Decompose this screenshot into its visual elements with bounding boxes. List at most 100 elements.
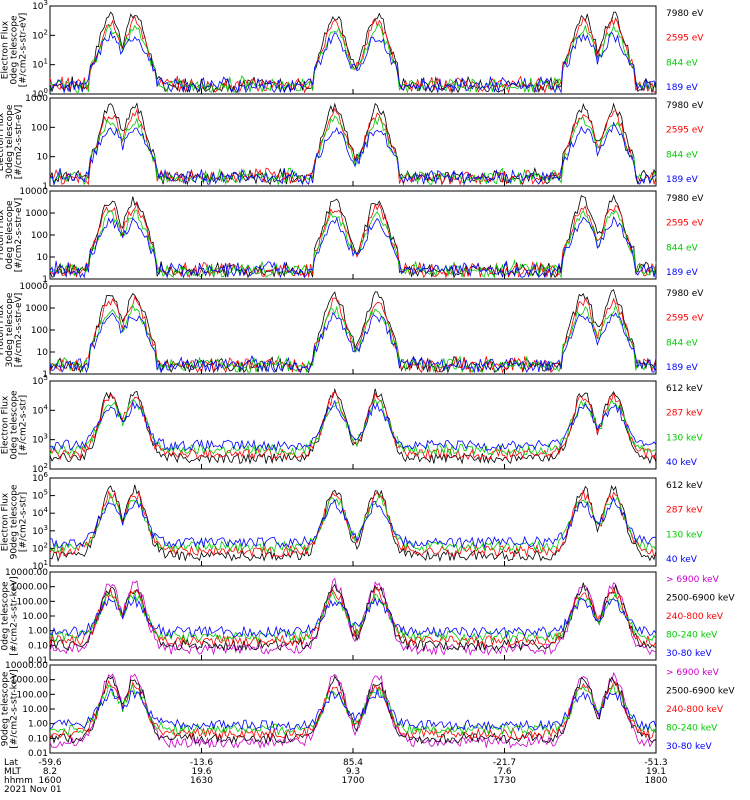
y-tick-label: 10.00 bbox=[22, 612, 48, 622]
series-trace bbox=[49, 295, 657, 374]
x-tick-label: 1600 bbox=[39, 776, 62, 786]
y-tick-label: 0.10 bbox=[28, 734, 48, 744]
series-trace bbox=[49, 577, 656, 657]
legend-entry: 130 keV bbox=[666, 433, 703, 443]
series-trace bbox=[49, 16, 657, 94]
series-trace bbox=[49, 496, 657, 549]
y-tick-label: 100.00 bbox=[17, 690, 49, 700]
x-tick-label: 7.6 bbox=[497, 767, 512, 777]
series-trace bbox=[49, 595, 657, 639]
legend-entry: 844 eV bbox=[666, 58, 699, 68]
series-trace bbox=[49, 391, 657, 461]
y-tick-label: 104 bbox=[32, 506, 48, 519]
legend-entry: 2500-6900 keV bbox=[666, 687, 735, 697]
y-tick-label: 103 bbox=[32, 433, 48, 446]
y-axis-label: Proton Flux30deg telescope[#/cm2-s-str-e… bbox=[0, 292, 24, 367]
y-tick-label: 1 bbox=[42, 182, 48, 192]
legend-entry: 2500-6900 keV bbox=[666, 594, 735, 604]
y-tick-label: 102 bbox=[32, 541, 48, 554]
x-tick-label: 9.3 bbox=[346, 767, 360, 777]
x-tick-label: -59.6 bbox=[38, 758, 62, 768]
legend-entry: 2595 eV bbox=[666, 126, 704, 136]
y-tick-label: 10000 bbox=[19, 282, 48, 292]
panel-frame bbox=[49, 571, 657, 661]
series-trace bbox=[49, 582, 657, 652]
y-axis-label: Electron Flux30deg telescope[#/cm2-s-str… bbox=[0, 104, 24, 179]
series-trace bbox=[49, 680, 657, 740]
panel-frame bbox=[49, 5, 657, 95]
panel-7: 0.01 0.10 1.00 10.00 100.00 1000.00 10000.000d… bbox=[1, 568, 736, 666]
legend-entry: 30-80 keV bbox=[666, 649, 712, 659]
y-tick-label: 104 bbox=[32, 403, 48, 416]
x-tick-label: 19.6 bbox=[191, 767, 211, 777]
legend-entry: 7980 eV bbox=[666, 289, 704, 299]
legend-entry: 287 keV bbox=[666, 409, 703, 419]
y-tick-label: 10000.00 bbox=[5, 568, 48, 578]
y-tick-label: 10 bbox=[37, 253, 49, 263]
y-tick-label: 105 bbox=[32, 489, 48, 502]
series-trace bbox=[49, 209, 657, 279]
panel-6: 101102103104105106MEPEDElectron Flux90de… bbox=[0, 471, 703, 572]
x-tick-label: 1730 bbox=[493, 776, 516, 786]
series-trace bbox=[49, 216, 657, 279]
y-tick-label: 1000.00 bbox=[11, 583, 48, 593]
y-tick-label: 1.00 bbox=[28, 627, 48, 637]
series-trace bbox=[49, 11, 657, 94]
y-tick-label: 1000 bbox=[25, 94, 48, 104]
series-trace bbox=[49, 202, 657, 279]
x-tick-label: 19.1 bbox=[646, 767, 666, 777]
series-trace bbox=[49, 672, 657, 749]
legend-entry: 80-240 keV bbox=[666, 631, 718, 641]
series-trace bbox=[49, 30, 657, 94]
y-tick-label: 0.10 bbox=[28, 641, 48, 651]
x-tick-label: 1800 bbox=[645, 776, 668, 786]
x-tick-label: 1630 bbox=[190, 776, 213, 786]
y-axis-label: MEPEDElectron Flux90deg telescope[#/cm2-… bbox=[0, 484, 29, 559]
y-tick-label: 103 bbox=[32, 524, 48, 537]
legend-entry: 844 eV bbox=[666, 150, 699, 160]
y-tick-label: 1000.00 bbox=[11, 676, 48, 686]
x-tick-label: 8.2 bbox=[43, 767, 57, 777]
y-axis-label: 90deg telescope[#/cm2-s-str-keV] bbox=[1, 669, 20, 748]
legend-entry: 2595 eV bbox=[666, 34, 704, 44]
series-trace bbox=[49, 24, 657, 94]
x-row-label: MLT bbox=[4, 767, 22, 777]
legend-entry: 7980 eV bbox=[666, 194, 704, 204]
legend-entry: 189 eV bbox=[666, 83, 699, 93]
series-trace bbox=[49, 387, 657, 465]
legend-entry: 130 keV bbox=[666, 530, 703, 540]
legend-entry: 844 eV bbox=[666, 243, 699, 253]
y-tick-label: 1 bbox=[42, 370, 48, 380]
series-trace bbox=[49, 194, 657, 279]
y-tick-label: 102 bbox=[32, 28, 48, 41]
series-trace bbox=[49, 684, 657, 736]
series-trace bbox=[49, 289, 657, 374]
legend-entry: 189 eV bbox=[666, 175, 699, 185]
legend-entry: 240-800 keV bbox=[666, 705, 724, 715]
y-tick-label: 100 bbox=[31, 231, 48, 241]
y-tick-label: 10.00 bbox=[22, 705, 48, 715]
panel-frame bbox=[49, 380, 657, 470]
series-trace bbox=[49, 107, 657, 186]
series-trace bbox=[49, 121, 657, 186]
x-row-label: Lat bbox=[4, 758, 19, 768]
legend-entry: > 6900 keV bbox=[666, 668, 720, 678]
y-tick-label: 10 bbox=[37, 153, 49, 163]
y-axis-label: TEDElectron Flux0deg telescope[#/cm2-s-s… bbox=[0, 13, 29, 88]
y-tick-label: 0.01 bbox=[28, 749, 48, 759]
panel-8: 0.01 0.10 1.00 10.00 100.00 1000.00 10000.0090… bbox=[1, 661, 736, 759]
y-tick-label: 10000.00 bbox=[5, 661, 48, 671]
series-trace bbox=[49, 484, 657, 563]
series-trace bbox=[49, 115, 657, 186]
panel-frame bbox=[49, 190, 657, 280]
y-tick-label: 1000 bbox=[25, 304, 48, 314]
y-tick-label: 103 bbox=[32, 0, 48, 12]
x-tick-label: 1700 bbox=[342, 776, 365, 786]
legend-entry: 7980 eV bbox=[666, 9, 704, 19]
panel-frame bbox=[49, 285, 657, 375]
legend-entry: 612 keV bbox=[666, 384, 703, 394]
y-tick-label: 10000 bbox=[19, 187, 48, 197]
